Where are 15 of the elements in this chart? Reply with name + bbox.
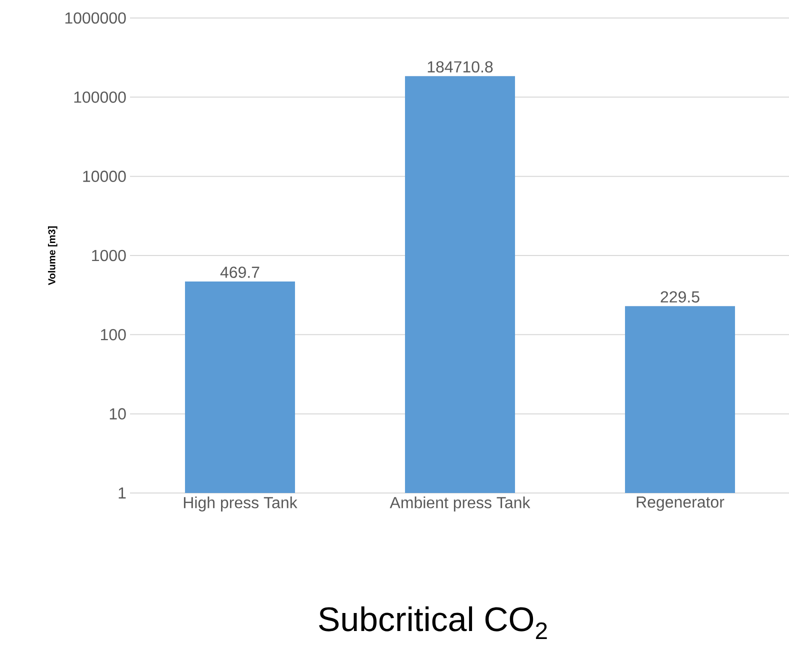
data-label: 469.7	[220, 266, 260, 278]
y-axis-title: Volume [m3]	[48, 226, 58, 286]
y-tick-label: 1	[118, 487, 126, 498]
x-tick-label: Ambient press Tank	[390, 496, 530, 512]
data-label: 184710.8	[428, 61, 493, 73]
x-tick-label: High press Tank	[184, 496, 298, 512]
y-tick-label: 100000	[74, 92, 126, 103]
text: Subcritical CO$_{2}$	[319, 606, 547, 640]
y-tick-label: 10	[110, 408, 126, 420]
data-label: 229.5	[660, 291, 700, 303]
y-tick-label: 10000	[83, 170, 126, 182]
y-tick-label: 100	[100, 329, 126, 340]
x-tick-label: Regenerator	[636, 496, 724, 511]
y-tick-label: 1000000	[65, 12, 126, 24]
y-tick-label: 1000	[92, 250, 126, 262]
